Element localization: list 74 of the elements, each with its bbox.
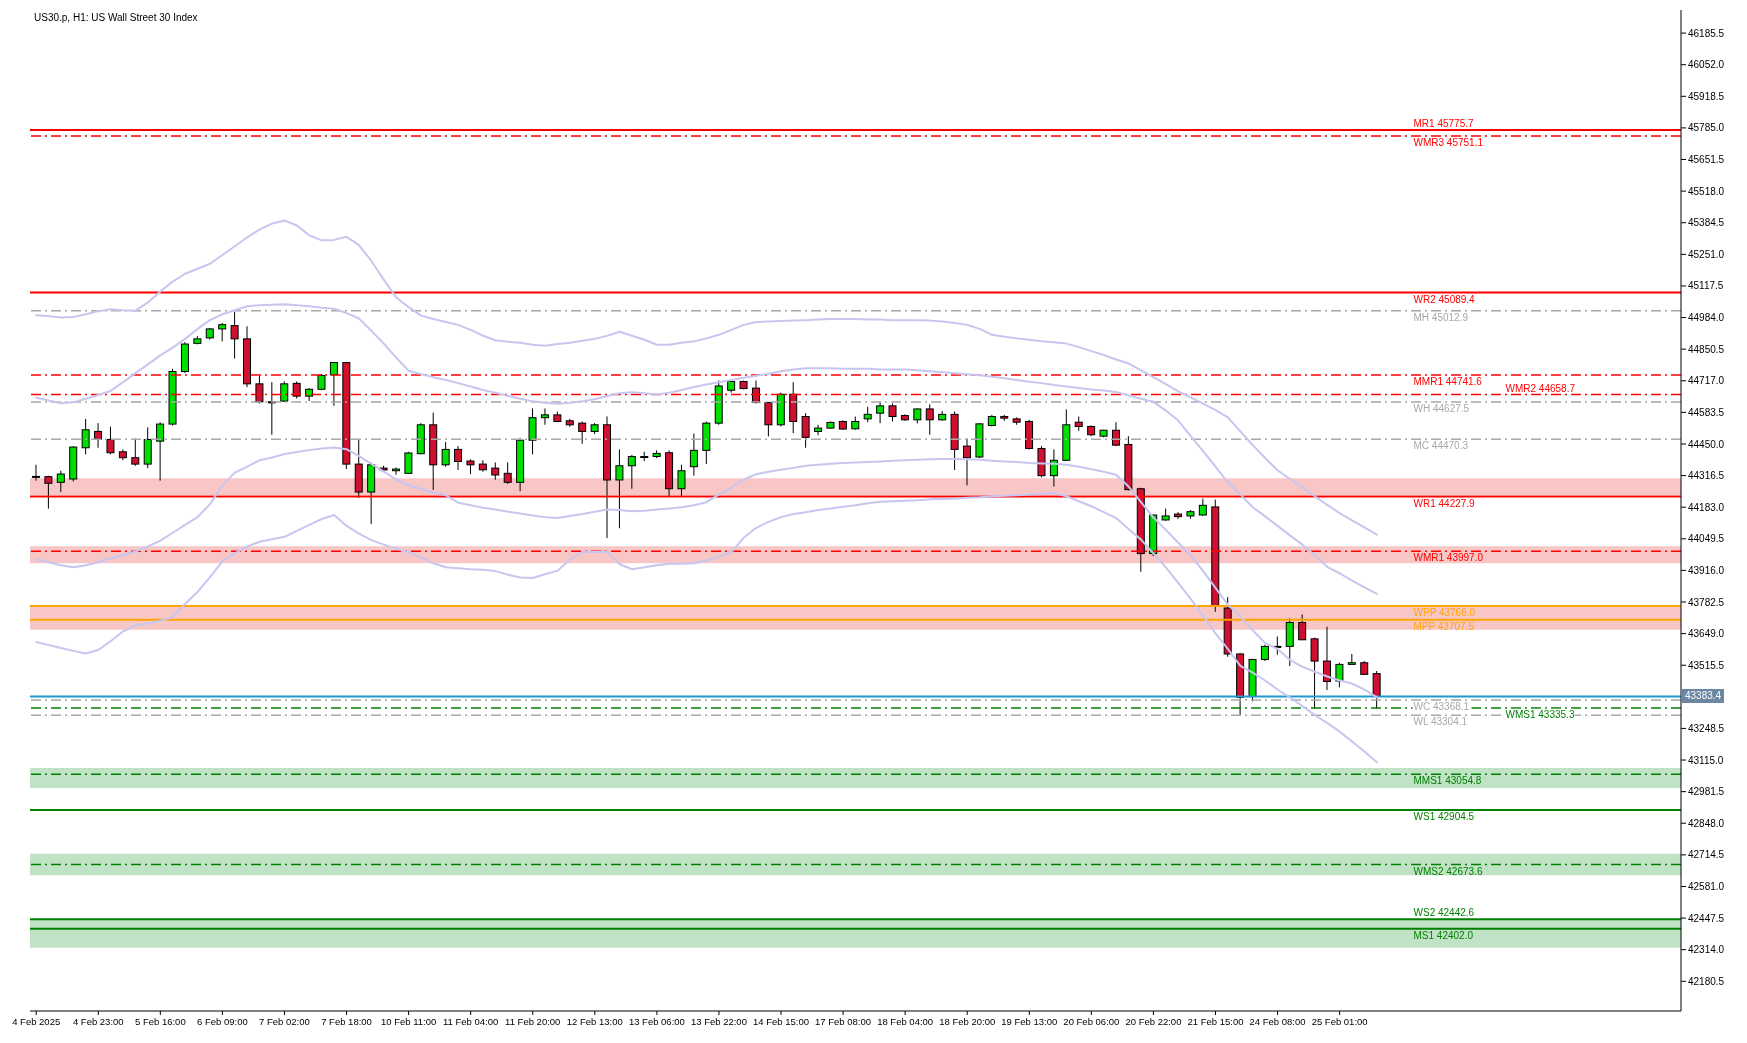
- ref-line-label: MC 44470.3: [1413, 440, 1469, 452]
- x-tick-label: 7 Feb 02:00: [259, 1016, 310, 1027]
- y-tick-label: 42714.5: [1688, 849, 1725, 861]
- x-tick-label: 12 Feb 13:00: [566, 1016, 623, 1027]
- y-tick-label: 45518.0: [1688, 185, 1725, 197]
- ref-line-label: WMS2 42673.6: [1413, 865, 1483, 877]
- ref-line-label: WS1 42904.5: [1413, 810, 1475, 822]
- y-tick-label: 43115.0: [1688, 754, 1724, 766]
- ref-line-label: MR1 45775.7: [1413, 118, 1475, 130]
- x-tick-label: 21 Feb 15:00: [1187, 1016, 1244, 1027]
- x-tick-label: 10 Feb 11:00: [380, 1016, 437, 1027]
- ref-line-label: MMR1 44741.6: [1413, 375, 1483, 387]
- ref-line-label: WMR2 44658.7: [1505, 382, 1576, 394]
- y-tick-label: 42581.0: [1688, 881, 1725, 893]
- y-tick-label: 42848.0: [1688, 817, 1725, 829]
- y-tick-label: 44049.5: [1688, 533, 1725, 545]
- ref-line-label: MPP 43707.5: [1413, 620, 1475, 632]
- y-tick-label: 43649.0: [1688, 628, 1725, 640]
- y-tick-label: 43248.5: [1688, 722, 1725, 734]
- ref-line-label: WS2 42442.6: [1413, 907, 1475, 919]
- text: 43383.4: [1682, 689, 1725, 704]
- ref-line-label: WPP 43766.0: [1413, 606, 1476, 618]
- y-tick-label: 43916.0: [1688, 564, 1725, 576]
- x-tick-label: 20 Feb 22:00: [1125, 1016, 1182, 1027]
- y-tick-label: 44984.0: [1688, 312, 1725, 324]
- y-tick-label: 42314.0: [1688, 944, 1725, 956]
- y-tick-label: 45918.5: [1688, 90, 1725, 102]
- y-tick-label: 46052.0: [1688, 59, 1725, 71]
- ref-line-label: MS1 42402.0: [1413, 929, 1474, 941]
- y-tick-label: 44183.0: [1688, 501, 1725, 513]
- x-tick-label: 13 Feb 22:00: [690, 1016, 747, 1027]
- y-tick-label: 44583.5: [1688, 406, 1725, 418]
- y-tick-label: 45785.0: [1688, 122, 1725, 134]
- ref-line-label: WC 43368.1: [1413, 701, 1470, 713]
- y-tick-label: 44850.5: [1688, 343, 1725, 355]
- x-tick-label: 25 Feb 01:00: [1311, 1016, 1368, 1027]
- x-tick-label: 11 Feb 04:00: [443, 1016, 499, 1027]
- ref-line-label: WMR3 45751.1: [1413, 136, 1484, 148]
- x-tick-label: 18 Feb 04:00: [877, 1016, 934, 1027]
- x-tick-label: 7 Feb 18:00: [321, 1016, 372, 1027]
- y-tick-label: 43515.5: [1688, 659, 1725, 671]
- x-tick-label: 14 Feb 15:00: [753, 1016, 810, 1027]
- x-tick-label: 5 Feb 16:00: [134, 1016, 186, 1027]
- ref-line-label: WR1 44227.9: [1413, 497, 1476, 509]
- ref-line-label: WMR1 43997.0: [1413, 552, 1484, 564]
- x-tick-label: 13 Feb 06:00: [628, 1016, 685, 1027]
- x-tick-label: 4 Feb 23:00: [72, 1016, 124, 1027]
- y-tick-label: 43782.5: [1688, 596, 1725, 608]
- y-tick-label: 42180.5: [1688, 975, 1725, 987]
- ref-line-label: MMS1 43054.8: [1413, 775, 1482, 787]
- ref-line-label: MH 45012.9: [1413, 311, 1469, 323]
- y-tick-label: 46185.5: [1688, 27, 1725, 39]
- x-tick-label: 24 Feb 08:00: [1249, 1016, 1306, 1027]
- x-tick-label: 18 Feb 20:00: [939, 1016, 996, 1027]
- y-tick-label: 44450.0: [1688, 438, 1725, 450]
- chart-title: US30.p, H1: US Wall Street 30 Index: [34, 12, 198, 23]
- ref-line-label: WH 44627.5: [1413, 402, 1470, 414]
- x-tick-label: 17 Feb 08:00: [815, 1016, 872, 1027]
- y-tick-label: 44717.0: [1688, 375, 1725, 387]
- y-tick-label: 45384.5: [1688, 217, 1725, 229]
- y-tick-label: 45651.5: [1688, 154, 1725, 166]
- y-tick-label: 44316.5: [1688, 470, 1725, 482]
- x-tick-label: 6 Feb 09:00: [197, 1016, 248, 1027]
- x-tick-label: 20 Feb 06:00: [1063, 1016, 1120, 1027]
- x-tick-label: 19 Feb 13:00: [1001, 1016, 1058, 1027]
- y-tick-label: 45117.5: [1688, 280, 1724, 292]
- ref-line-label: WL 43304.1: [1413, 716, 1468, 728]
- x-tick-label: 4 Feb 2025: [12, 1016, 61, 1027]
- y-tick-label: 42981.5: [1688, 786, 1725, 798]
- y-tick-label: 42447.5: [1688, 912, 1725, 924]
- ref-line-label: WMS1 43335.3: [1505, 708, 1575, 720]
- y-tick-label: 45251.0: [1688, 248, 1725, 260]
- x-tick-label: 11 Feb 20:00: [505, 1016, 561, 1027]
- ref-line-label: WR2 45089.4: [1413, 293, 1476, 305]
